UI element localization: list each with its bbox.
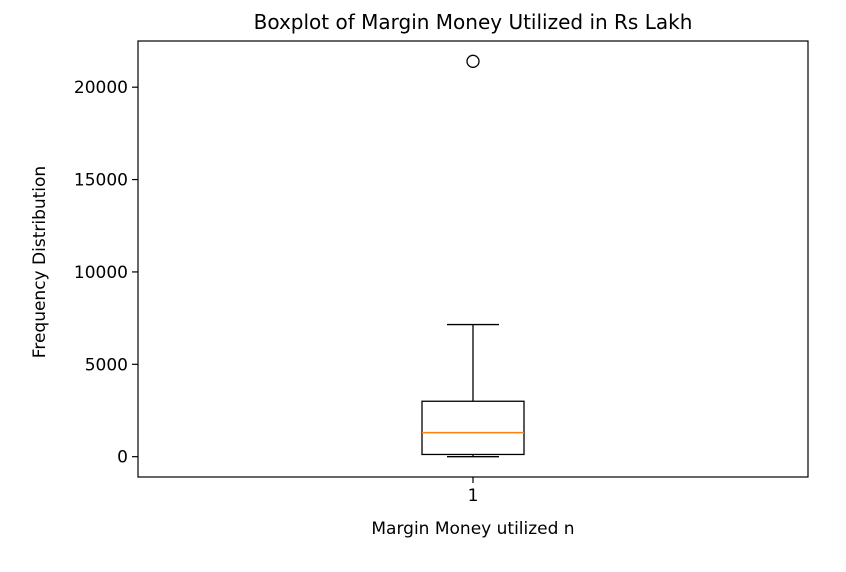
y-axis: 0 5000 10000 15000 20000 bbox=[74, 78, 138, 468]
chart-title: Boxplot of Margin Money Utilized in Rs L… bbox=[254, 10, 693, 34]
y-tick-label: 20000 bbox=[74, 78, 128, 98]
axes-frame bbox=[137, 40, 809, 478]
outlier-point bbox=[466, 54, 480, 68]
y-tick-label: 0 bbox=[117, 448, 128, 468]
x-tick-label: 1 bbox=[468, 486, 479, 506]
y-tick-label: 5000 bbox=[85, 355, 128, 375]
box-iqr bbox=[421, 400, 525, 456]
y-axis-label: Frequency Distribution bbox=[30, 166, 50, 358]
x-axis: 1 bbox=[468, 477, 479, 506]
plot-area bbox=[421, 54, 525, 458]
y-tick-label: 15000 bbox=[74, 171, 128, 191]
x-axis-label: Margin Money utilized n bbox=[371, 519, 574, 539]
y-tick-label: 10000 bbox=[74, 263, 128, 283]
